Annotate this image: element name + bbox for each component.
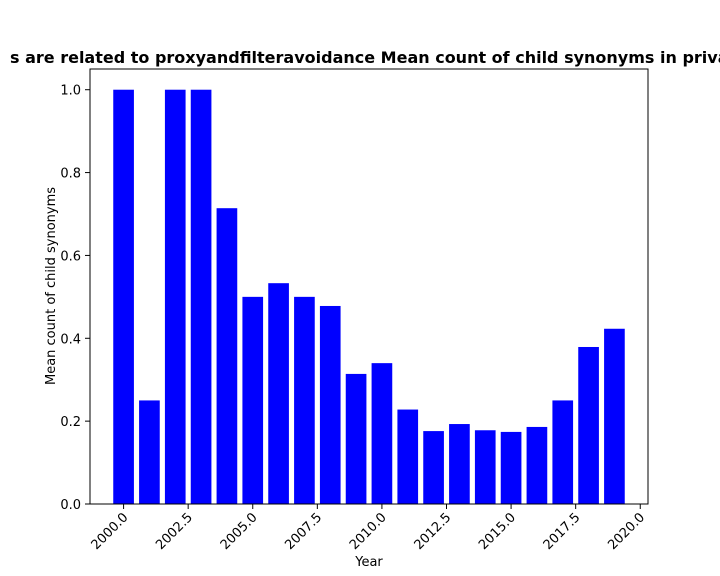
bar-2008 — [319, 305, 341, 504]
bar-2004 — [216, 208, 238, 504]
y-tick-label: 0.4 — [60, 332, 81, 347]
x-tick-label: 2007.5 — [282, 510, 325, 553]
bar-2000 — [113, 89, 134, 504]
bar-2017 — [552, 400, 574, 504]
y-tick-label: 0.8 — [60, 167, 81, 182]
bars-group — [113, 89, 625, 504]
bar-2009 — [345, 373, 367, 504]
bar-2015 — [500, 431, 522, 504]
y-tick-label: 1.0 — [60, 84, 81, 99]
bar-2010 — [371, 363, 393, 504]
y-axis-label: Mean count of child synonyms — [44, 187, 59, 385]
bar-2013 — [449, 424, 470, 504]
y-axis: 0.0 0.2 0.4 0.6 0.8 1.0 — [60, 84, 90, 513]
x-tick-label: 2005.0 — [218, 510, 261, 553]
y-tick-label: 0.0 — [60, 498, 81, 513]
x-tick-label: 2002.5 — [153, 510, 196, 553]
x-axis: 2000.0 2002.5 2005.0 2007.5 2010.0 2012.5 2015… — [89, 504, 648, 553]
bar-2007 — [294, 296, 315, 504]
x-tick-label: 2020.0 — [605, 510, 648, 553]
bar-2012 — [423, 431, 444, 504]
bar-2006 — [268, 283, 289, 504]
bar-2018 — [578, 346, 599, 504]
bar-2003 — [190, 89, 212, 504]
chart-title: s are related to proxyandfilteravoidance… — [10, 48, 720, 67]
bar-2001 — [139, 400, 160, 504]
x-tick-label: 2015.0 — [476, 510, 519, 553]
x-tick-label: 2012.5 — [412, 510, 455, 553]
x-axis-label: Year — [354, 555, 383, 570]
bar-2019 — [604, 328, 625, 504]
bar-2005 — [242, 296, 264, 504]
plot-frame — [89, 68, 649, 505]
bar-2011 — [397, 409, 419, 504]
bar-2014 — [474, 430, 496, 504]
x-tick-label: 2017.5 — [541, 510, 584, 553]
y-tick-label: 0.2 — [60, 415, 81, 430]
x-tick-label: 2010.0 — [347, 510, 390, 553]
y-tick-label: 0.6 — [60, 249, 81, 264]
bar-2016 — [526, 426, 548, 504]
bar-2002 — [164, 89, 186, 504]
x-tick-label: 2000.0 — [89, 510, 132, 553]
